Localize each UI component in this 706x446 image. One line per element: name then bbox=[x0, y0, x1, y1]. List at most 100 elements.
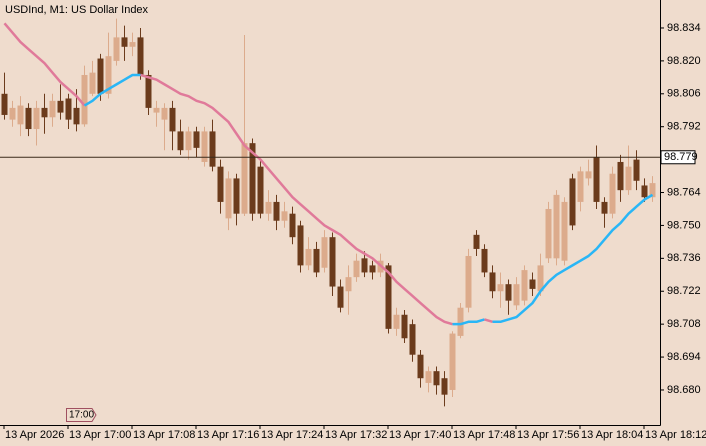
candle-body bbox=[121, 37, 128, 47]
candle-body bbox=[337, 286, 344, 308]
candle-body bbox=[153, 107, 160, 113]
candle-body bbox=[593, 157, 600, 202]
candle-body bbox=[481, 248, 488, 273]
moving-average bbox=[3, 22, 86, 107]
x-tick-label: 13 Apr 18:12 bbox=[645, 429, 706, 441]
candle-body bbox=[385, 265, 392, 329]
candle-body bbox=[305, 248, 312, 266]
y-tick-label: 98.680 bbox=[667, 384, 701, 396]
candle-body bbox=[57, 100, 64, 113]
moving-average bbox=[83, 73, 141, 107]
candle-body bbox=[233, 178, 240, 214]
candle-body bbox=[49, 100, 56, 118]
candle-body bbox=[369, 265, 376, 273]
x-tick-label: 13 Apr 18:04 bbox=[581, 429, 643, 441]
x-tick-label: 13 Apr 17:08 bbox=[133, 429, 195, 441]
candle-body bbox=[209, 131, 216, 167]
candle-body bbox=[105, 56, 112, 94]
x-tick-label: 13 Apr 17:00 bbox=[69, 429, 131, 441]
candle-body bbox=[145, 74, 152, 108]
candle-body bbox=[25, 107, 32, 130]
candle-body bbox=[41, 107, 48, 118]
candle-body bbox=[33, 107, 40, 130]
candle-body bbox=[177, 131, 184, 151]
x-tick-label: 13 Apr 17:48 bbox=[453, 429, 515, 441]
candle-body bbox=[257, 166, 264, 214]
candle-body bbox=[417, 354, 424, 379]
candle-body bbox=[513, 284, 520, 306]
x-tick-label: 13 Apr 17:32 bbox=[325, 429, 387, 441]
candle-body bbox=[537, 265, 544, 292]
price-label: 98.779 bbox=[664, 151, 698, 163]
moving-average bbox=[140, 73, 453, 326]
candle-body bbox=[553, 194, 560, 259]
candle-body bbox=[409, 324, 416, 355]
candle-body bbox=[449, 333, 456, 390]
candle-body bbox=[633, 159, 640, 181]
y-tick-label: 98.834 bbox=[667, 22, 701, 34]
candle-body bbox=[265, 201, 272, 214]
candle-body bbox=[425, 371, 432, 383]
candle-body bbox=[361, 258, 368, 273]
y-tick-label: 98.722 bbox=[667, 285, 701, 297]
candle-body bbox=[273, 201, 280, 221]
candle-body bbox=[129, 42, 136, 47]
candle-body bbox=[529, 279, 536, 289]
candle-body bbox=[289, 213, 296, 238]
candle-body bbox=[313, 248, 320, 273]
time-marker-label: 17:00 bbox=[69, 410, 94, 421]
candle-body bbox=[465, 255, 472, 308]
candle-body bbox=[345, 277, 352, 292]
price-label-box bbox=[660, 150, 696, 165]
candle-body bbox=[457, 307, 464, 336]
x-tick-label: 13 Apr 17:16 bbox=[197, 429, 259, 441]
candle-body bbox=[609, 173, 616, 214]
candle-body bbox=[329, 237, 336, 287]
x-tick-label: 13 Apr 2026 bbox=[5, 429, 64, 441]
y-tick-label: 98.750 bbox=[667, 219, 701, 231]
candle-body bbox=[473, 234, 480, 249]
x-tick-label: 13 Apr 17:56 bbox=[517, 429, 579, 441]
candle-body bbox=[569, 178, 576, 226]
candle-body bbox=[113, 37, 120, 61]
y-tick-label: 98.708 bbox=[667, 318, 701, 330]
candle-body bbox=[241, 143, 248, 214]
candle-body bbox=[81, 74, 88, 125]
candle-body bbox=[201, 131, 208, 162]
candle-body bbox=[1, 93, 8, 115]
moving-average bbox=[484, 318, 493, 324]
candle-body bbox=[489, 272, 496, 292]
candle-body bbox=[193, 131, 200, 148]
moving-average bbox=[492, 193, 654, 324]
moving-average bbox=[452, 318, 485, 326]
candle-body bbox=[353, 260, 360, 278]
candle-body bbox=[433, 371, 440, 386]
candle-body bbox=[297, 225, 304, 266]
candle-body bbox=[401, 314, 408, 339]
candle-body bbox=[137, 37, 144, 75]
candle-body bbox=[169, 107, 176, 132]
candle-body bbox=[281, 211, 288, 221]
candle-body bbox=[649, 183, 656, 198]
candle-body bbox=[9, 107, 16, 120]
candle-body bbox=[249, 143, 256, 214]
candle-body bbox=[545, 208, 552, 259]
candle-body bbox=[521, 270, 528, 301]
candle-body bbox=[89, 72, 96, 94]
candle-body bbox=[65, 98, 72, 120]
candle-body bbox=[161, 107, 168, 120]
candle-body bbox=[321, 237, 328, 268]
candle-body bbox=[625, 166, 632, 191]
x-tick-label: 13 Apr 17:24 bbox=[261, 429, 323, 441]
candle-body bbox=[585, 171, 592, 179]
candle-body bbox=[577, 171, 584, 202]
y-tick-label: 98.694 bbox=[667, 351, 701, 363]
y-tick-label: 98.806 bbox=[667, 88, 701, 100]
y-tick-label: 98.792 bbox=[667, 121, 701, 133]
candle-body bbox=[185, 131, 192, 151]
candle-body bbox=[641, 185, 648, 198]
y-tick-label: 98.764 bbox=[667, 186, 701, 198]
candle-body bbox=[217, 166, 224, 202]
